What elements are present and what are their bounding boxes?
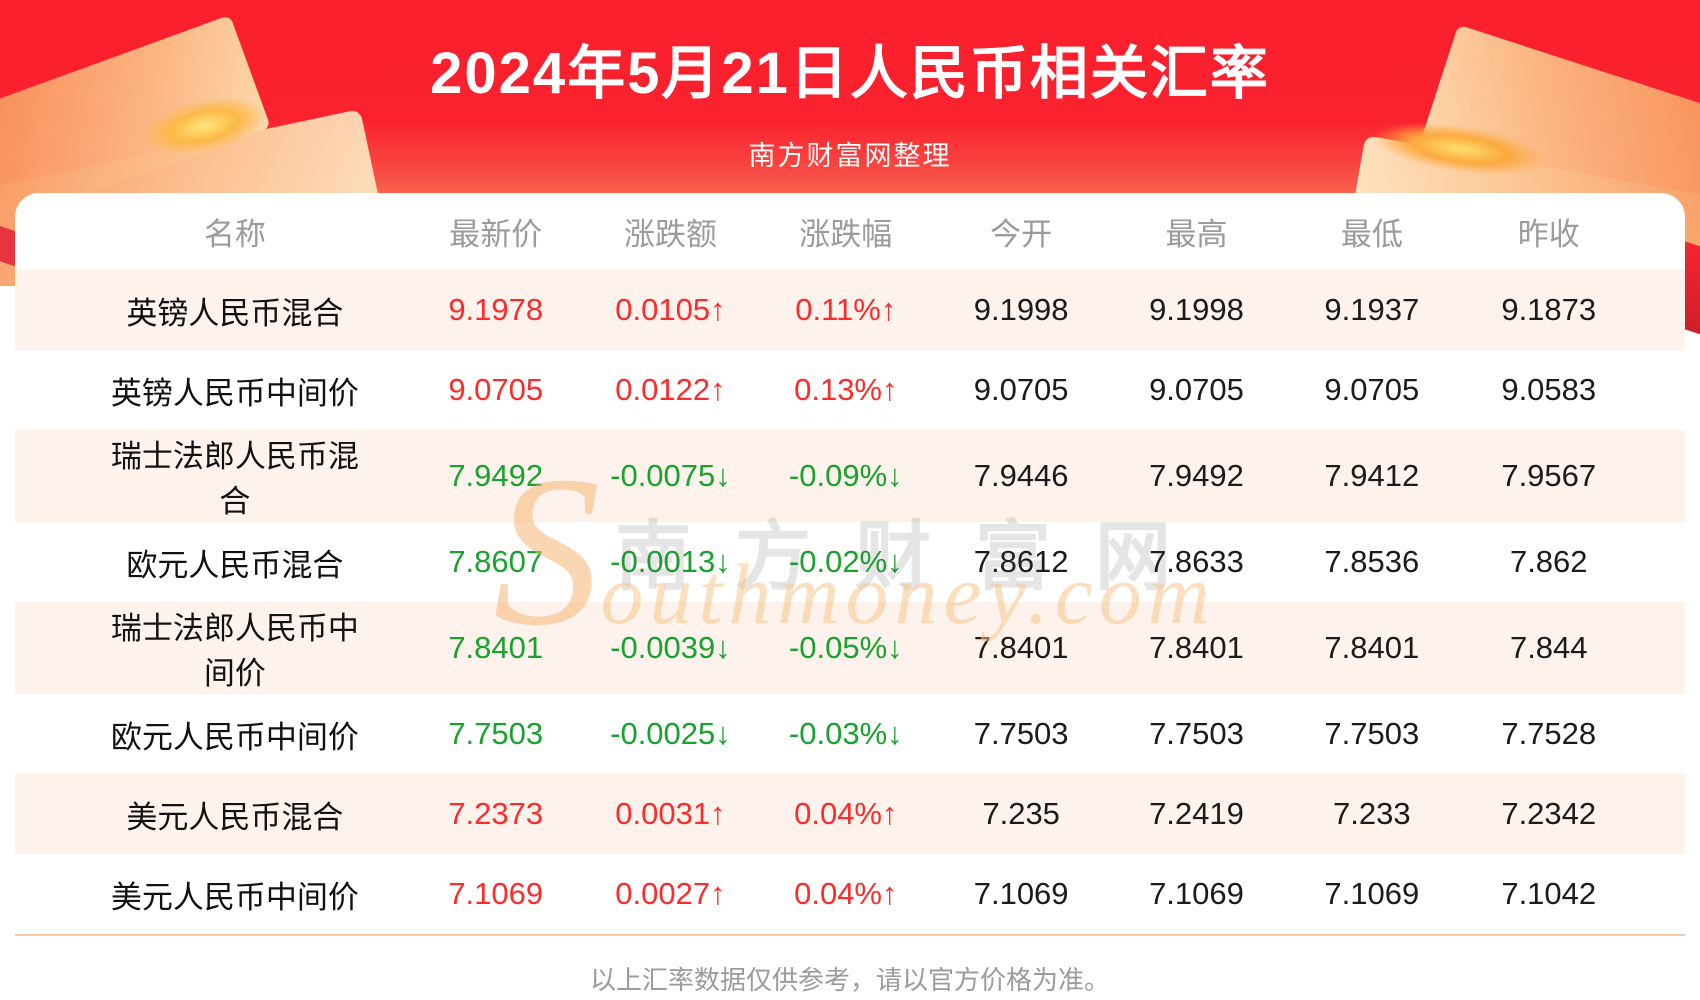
cell-high: 7.8401 <box>1149 630 1244 665</box>
column-header-low: 最低 <box>1340 217 1403 252</box>
cell-name: 瑞士法郎人民币中间价 <box>110 611 359 691</box>
cell-low: 7.8401 <box>1324 630 1420 665</box>
cell-change-percent: 0.11%↑ <box>795 292 897 327</box>
cell-high: 7.1069 <box>1149 876 1244 911</box>
table-row: 美元人民币混合 7.2373 0.0031↑ 0.04%↑ 7.235 7.24… <box>15 774 1685 854</box>
cell-change-amount: -0.0039↓ <box>610 630 731 665</box>
column-header-change-amount: 涨跌额 <box>623 217 717 252</box>
cell-name: 美元人民币中间价 <box>110 879 359 915</box>
cell-prev-close: 7.9567 <box>1501 458 1597 493</box>
cell-prev-close: 7.7528 <box>1501 716 1597 751</box>
cell-change-percent: -0.05%↓ <box>788 630 903 665</box>
table-row: 瑞士法郎人民币中间价 7.8401 -0.0039↓ -0.05%↓ 7.840… <box>15 602 1685 694</box>
cell-last-price: 7.7503 <box>448 716 544 751</box>
cell-open: 7.8612 <box>973 544 1069 579</box>
cell-last-price: 7.8401 <box>448 630 544 665</box>
footer-note-area: 以上汇率数据仅供参考，请以官方价格为准。 <box>15 934 1685 997</box>
table-row: 美元人民币中间价 7.1069 0.0027↑ 0.04%↑ 7.1069 7.… <box>15 854 1685 934</box>
cell-name: 美元人民币混合 <box>126 799 344 835</box>
cell-prev-close: 7.862 <box>1509 544 1588 579</box>
cell-change-amount: 0.0031↑ <box>615 796 726 831</box>
cell-change-amount: -0.0075↓ <box>610 458 731 493</box>
cell-prev-close: 7.844 <box>1509 630 1588 665</box>
cell-name: 英镑人民币中间价 <box>110 375 359 411</box>
cell-high: 7.7503 <box>1149 716 1244 751</box>
table-row: 英镑人民币中间价 9.0705 0.0122↑ 0.13%↑ 9.0705 9.… <box>15 350 1685 430</box>
cell-change-percent: 0.04%↑ <box>794 876 898 911</box>
cell-open: 9.1998 <box>973 292 1069 327</box>
cell-open: 7.7503 <box>973 716 1069 751</box>
table-row: 欧元人民币中间价 7.7503 -0.0025↓ -0.03%↓ 7.7503 … <box>15 694 1685 774</box>
cell-change-amount: -0.0013↓ <box>610 544 731 579</box>
column-header-last-price: 最新价 <box>449 217 543 252</box>
cell-prev-close: 7.2342 <box>1501 796 1597 831</box>
cell-name: 欧元人民币混合 <box>126 547 344 583</box>
cell-low: 9.0705 <box>1324 372 1420 407</box>
cell-change-amount: 0.0105↑ <box>615 292 726 327</box>
cell-last-price: 7.2373 <box>448 796 544 831</box>
cell-low: 9.1937 <box>1324 292 1420 327</box>
cell-change-percent: -0.02%↓ <box>788 544 903 579</box>
cell-high: 9.0705 <box>1149 372 1244 407</box>
cell-low: 7.1069 <box>1324 876 1420 911</box>
footer-note: 以上汇率数据仅供参考，请以官方价格为准。 <box>589 965 1110 995</box>
table-row: 欧元人民币混合 7.8607 -0.0013↓ -0.02%↓ 7.8612 7… <box>15 522 1685 602</box>
table-header-row: 名称 最新价 涨跌额 涨跌幅 今开 最高 最低 昨收 <box>15 193 1685 270</box>
table-row: 瑞士法郎人民币混合 7.9492 -0.0075↓ -0.09%↓ 7.9446… <box>15 430 1685 522</box>
rates-table: 名称 最新价 涨跌额 涨跌幅 今开 最高 最低 昨收 英镑人民币混合 9.197… <box>15 193 1685 934</box>
column-header-name: 名称 <box>203 217 266 252</box>
cell-low: 7.9412 <box>1324 458 1420 493</box>
cell-change-percent: -0.09%↓ <box>788 458 903 493</box>
cell-open: 7.9446 <box>973 458 1069 493</box>
page-title: 2024年5月21日人民币相关汇率 <box>430 41 1270 106</box>
cell-last-price: 7.8607 <box>448 544 544 579</box>
cell-last-price: 9.0705 <box>448 372 544 407</box>
cell-last-price: 9.1978 <box>448 292 544 327</box>
cell-high: 7.2419 <box>1149 796 1244 831</box>
cell-change-amount: 0.0027↑ <box>615 876 726 911</box>
cell-open: 7.1069 <box>973 876 1069 911</box>
cell-open: 7.235 <box>982 796 1060 831</box>
cell-last-price: 7.9492 <box>448 458 544 493</box>
cell-change-percent: -0.03%↓ <box>788 716 903 751</box>
cell-change-amount: -0.0025↓ <box>610 716 731 751</box>
cell-open: 9.0705 <box>973 372 1069 407</box>
cell-prev-close: 9.1873 <box>1501 292 1597 327</box>
column-header-prev-close: 昨收 <box>1517 217 1580 252</box>
cell-high: 7.9492 <box>1149 458 1244 493</box>
page-subtitle: 南方财富网整理 <box>748 141 952 171</box>
cell-low: 7.7503 <box>1324 716 1420 751</box>
cell-change-percent: 0.04%↑ <box>794 796 898 831</box>
cell-low: 7.8536 <box>1324 544 1420 579</box>
column-header-change-percent: 涨跌幅 <box>799 217 893 252</box>
cell-name: 瑞士法郎人民币混合 <box>110 439 359 519</box>
cell-change-percent: 0.13%↑ <box>794 372 898 407</box>
cell-prev-close: 7.1042 <box>1501 876 1597 911</box>
cell-change-amount: 0.0122↑ <box>615 372 726 407</box>
cell-name: 英镑人民币混合 <box>126 295 344 331</box>
table-row: 英镑人民币混合 9.1978 0.0105↑ 0.11%↑ 9.1998 9.1… <box>15 270 1685 350</box>
cell-name: 欧元人民币中间价 <box>110 719 359 755</box>
cell-last-price: 7.1069 <box>448 876 544 911</box>
cell-high: 9.1998 <box>1149 292 1244 327</box>
cell-open: 7.8401 <box>973 630 1069 665</box>
column-header-high: 最高 <box>1165 217 1228 252</box>
cell-high: 7.8633 <box>1149 544 1244 579</box>
rates-card: 名称 最新价 涨跌额 涨跌幅 今开 最高 最低 昨收 英镑人民币混合 9.197… <box>15 193 1685 1000</box>
cell-low: 7.233 <box>1333 796 1411 831</box>
cell-prev-close: 9.0583 <box>1501 372 1597 407</box>
column-header-open: 今开 <box>990 217 1053 252</box>
